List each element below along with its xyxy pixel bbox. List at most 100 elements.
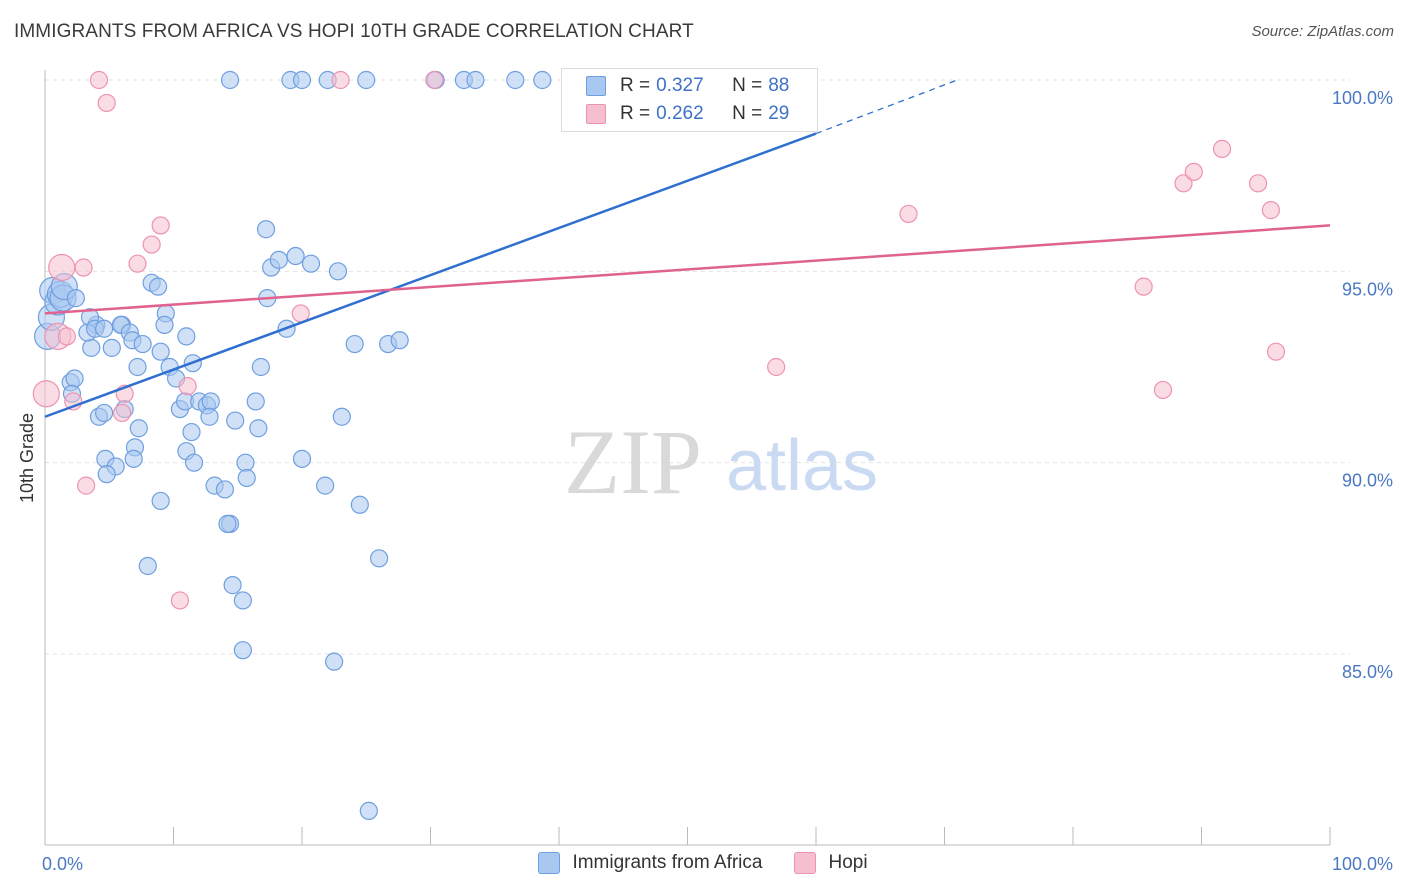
legend-swatch-hopi xyxy=(794,852,817,874)
africa-point xyxy=(269,250,288,269)
hopi-point xyxy=(1174,174,1193,193)
africa-point xyxy=(218,514,237,533)
africa-point xyxy=(182,422,201,442)
africa-point xyxy=(95,319,114,338)
africa-point xyxy=(357,70,376,90)
africa-trend-line xyxy=(44,132,817,418)
hopi-point xyxy=(97,93,116,113)
africa-point xyxy=(301,254,321,273)
africa-point xyxy=(292,70,312,90)
africa-point xyxy=(390,331,409,350)
hopi-point xyxy=(112,403,132,423)
legend-r-value: 0.262 xyxy=(656,103,704,124)
hopi-point xyxy=(1266,342,1286,361)
hopi-point xyxy=(1248,174,1268,193)
africa-point xyxy=(466,70,485,90)
legend-r-label: R = xyxy=(620,75,651,96)
africa-point xyxy=(237,468,256,488)
africa-point xyxy=(155,315,174,335)
legend-n-value: 29 xyxy=(768,103,790,124)
africa-point xyxy=(256,220,276,239)
series-legend: Immigrants from Africa Hopi xyxy=(0,852,1406,874)
africa-point xyxy=(201,392,220,411)
africa-point xyxy=(345,334,364,354)
africa-point xyxy=(251,357,270,377)
africa-point xyxy=(82,338,101,357)
hopi-point xyxy=(48,253,76,282)
hopi-point xyxy=(170,591,190,610)
africa-point xyxy=(292,449,312,468)
africa-point xyxy=(97,465,116,484)
africa-point xyxy=(65,369,84,388)
hopi-trend-line xyxy=(44,224,1331,315)
legend-label-hopi: Hopi xyxy=(828,852,868,873)
africa-point xyxy=(128,357,147,377)
africa-point xyxy=(233,641,252,660)
axes xyxy=(44,70,1331,846)
x-tick-label: 100.0% xyxy=(1332,854,1393,874)
correlation-legend: R = 0.327 N = 88 R = 0.262 N = 29 xyxy=(561,68,818,132)
hopi-point xyxy=(142,235,161,254)
legend-n-value: 88 xyxy=(768,75,790,96)
tick-labels: 100.0% 95.0% 90.0% 85.0% 0.0% 100.0% xyxy=(42,88,1393,874)
hopi-point xyxy=(151,216,170,235)
legend-item-hopi[interactable]: Hopi xyxy=(794,852,868,874)
africa-point xyxy=(200,407,219,426)
africa-point xyxy=(148,277,168,296)
gridlines xyxy=(45,79,1350,655)
africa-point xyxy=(332,407,351,426)
legend-row-africa: R = 0.327 N = 88 xyxy=(586,72,789,100)
hopi-point xyxy=(89,70,109,90)
africa-trend-extension xyxy=(815,79,958,135)
africa-point xyxy=(246,392,265,411)
hopi-point xyxy=(1261,201,1280,220)
africa-point xyxy=(359,801,378,820)
africa-point xyxy=(370,549,389,568)
y-tick-label: 90.0% xyxy=(1342,471,1393,491)
legend-item-africa[interactable]: Immigrants from Africa xyxy=(538,852,762,874)
hopi-point xyxy=(331,70,350,90)
hopi-point xyxy=(425,70,444,90)
hopi-point xyxy=(74,258,93,277)
y-tick-label: 100.0% xyxy=(1332,88,1393,108)
legend-n-label: N = xyxy=(732,103,763,124)
africa-point xyxy=(124,449,143,468)
africa-point xyxy=(506,70,525,90)
africa-point xyxy=(533,70,552,90)
africa-point xyxy=(286,246,305,266)
africa-point xyxy=(236,453,255,472)
africa-point xyxy=(151,342,170,361)
hopi-point xyxy=(1212,139,1232,158)
africa-point xyxy=(325,652,344,671)
hopi-point xyxy=(128,254,147,273)
x-tick-label: 0.0% xyxy=(42,854,83,874)
africa-point xyxy=(177,327,196,346)
africa-point xyxy=(95,403,114,423)
legend-r-label: R = xyxy=(620,103,651,124)
africa-point xyxy=(184,453,204,472)
africa-point xyxy=(350,495,369,514)
legend-swatch-africa xyxy=(538,852,561,874)
hopi-point xyxy=(32,380,60,408)
africa-point xyxy=(133,334,152,354)
africa-point xyxy=(129,419,148,438)
legend-swatch-africa xyxy=(586,76,606,96)
africa-point xyxy=(151,491,170,511)
y-axis-label: 10th Grade xyxy=(17,413,37,503)
legend-row-hopi: R = 0.262 N = 29 xyxy=(586,100,789,128)
chart-source: Source: ZipAtlas.com xyxy=(1251,23,1394,40)
legend-r-value: 0.327 xyxy=(656,75,704,96)
hopi-point xyxy=(77,476,96,495)
africa-point xyxy=(215,480,234,499)
watermark-atlas: atlas xyxy=(726,426,878,506)
africa-point xyxy=(328,262,348,281)
legend-swatch-hopi xyxy=(586,104,606,124)
hopi-point xyxy=(899,204,918,224)
legend-n-label: N = xyxy=(732,75,763,96)
africa-point xyxy=(249,419,268,438)
chart-title: IMMIGRANTS FROM AFRICA VS HOPI 10TH GRAD… xyxy=(14,21,694,42)
africa-point xyxy=(102,338,121,357)
trend-lines xyxy=(44,79,1331,418)
africa-point xyxy=(316,476,335,495)
